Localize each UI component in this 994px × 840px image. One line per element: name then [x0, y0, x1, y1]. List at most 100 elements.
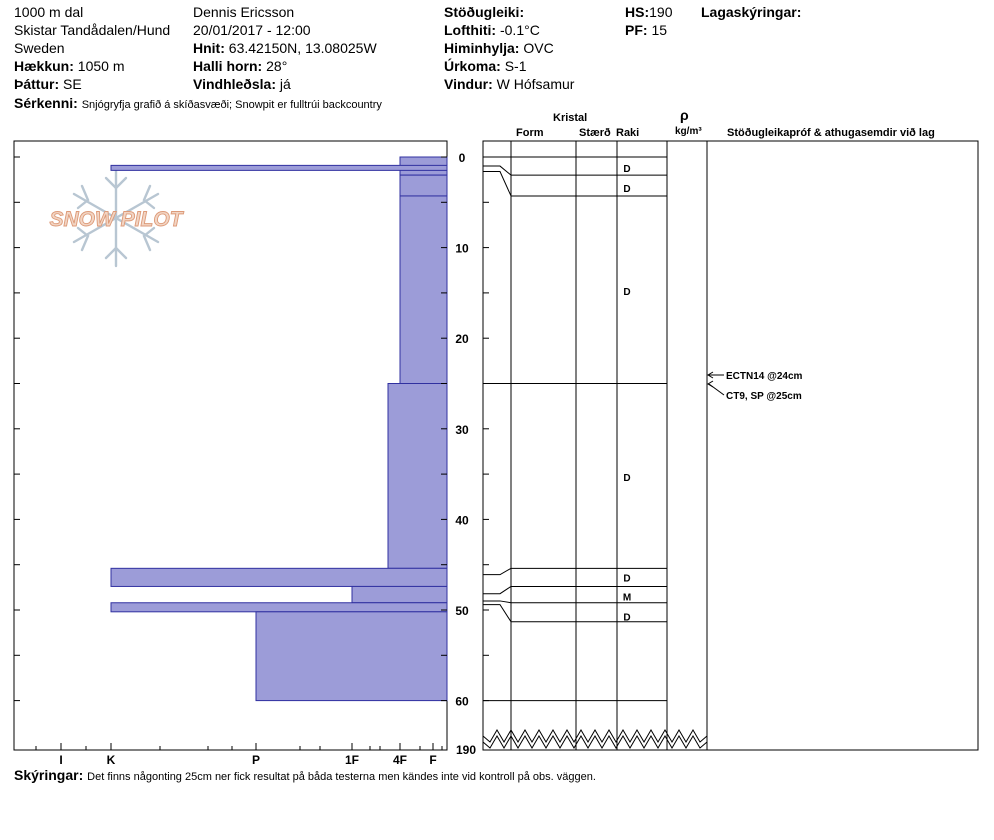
wind-value: W Hófsamur: [496, 76, 575, 92]
depth-break-line: [482, 729, 708, 743]
wind-loading-value: já: [279, 76, 291, 92]
snowpilot-logo: SNOW PILOT: [49, 168, 185, 268]
profile-layer-3: [387, 383, 448, 569]
logo-text: SNOW PILOT: [50, 208, 185, 231]
tests-header: Stöðugleikapróf & athugasemdir við lag: [727, 127, 935, 139]
coords-value: 63.42150N, 13.08025W: [228, 40, 377, 56]
slope-angle: Halli horn: 28°: [193, 58, 287, 74]
moisture-code: D: [623, 164, 630, 175]
depth-label: 20: [455, 332, 469, 346]
elevation: Hækkun: 1050 m: [14, 58, 125, 74]
coordinates: Hnit: 63.42150N, 13.08025W: [193, 40, 377, 56]
layer-connector: [483, 170, 512, 197]
depth-label: 50: [455, 604, 469, 618]
hardness-label: 1F: [345, 753, 359, 767]
footer-text: Det finns någonting 25cm ner fick result…: [87, 771, 596, 783]
hs: HS:190: [625, 4, 672, 20]
pf-value: 15: [651, 22, 668, 38]
aspect-label: Þáttur:: [14, 76, 60, 92]
depth-label: 10: [455, 242, 469, 256]
layer-connector: [483, 600, 512, 604]
left-depth-ticks: [14, 156, 20, 702]
layer-connector: [483, 567, 512, 576]
layer-notes-label: Lagaskýringar:: [701, 4, 802, 20]
stability: Stöðugleiki:: [444, 4, 524, 20]
aspect: Þáttur: SE: [14, 76, 82, 92]
test-arrowhead: [707, 380, 714, 388]
air-temperature: Lofthiti: -0.1°C: [444, 22, 540, 38]
test-label: ECTN14 @24cm: [726, 371, 803, 382]
hardness-label: K: [107, 753, 116, 767]
moisture-code: M: [623, 592, 631, 603]
precipitation: Úrkoma: S-1: [444, 58, 526, 74]
hardness-label: I: [59, 753, 62, 767]
pf: PF: 15: [625, 22, 667, 38]
stability-label: Stöðugleiki:: [444, 4, 525, 20]
wind-loading: Vindhleðsla: já: [193, 76, 291, 92]
profile-layer-4: [110, 567, 448, 587]
hardness-label: 4F: [393, 753, 407, 767]
depth-label: 40: [455, 513, 469, 527]
depth-label: 0: [459, 151, 466, 165]
depth-label: 60: [455, 695, 469, 709]
tests-group: ECTN14 @24cm CT9, SP @25cm: [707, 371, 803, 402]
profile-layer-6: [110, 602, 448, 613]
moisture-header: Raki: [616, 127, 640, 139]
profile-layer-1: [399, 174, 448, 197]
depth-axis: 0 10 20 30 40 50 60 190: [441, 151, 489, 757]
footer-comments: Skýringar: Det finns någonting 25cm ner …: [14, 767, 596, 785]
moisture-code: D: [623, 473, 630, 484]
precip-label: Úrkoma:: [444, 58, 501, 74]
hardness-label: F: [429, 753, 436, 767]
test-arrowhead: [707, 371, 714, 379]
thin-layer-0: [110, 164, 448, 171]
coords-label: Hnit:: [193, 40, 225, 56]
layer-connector: [483, 586, 512, 595]
special-notes: Sérkenni: Snjógryfja grafið á skíðasvæði…: [14, 95, 382, 113]
area-name: Skistar Tandådalen/Hund: [14, 22, 171, 38]
crystal-table: [482, 140, 708, 751]
moisture-code: D: [623, 287, 630, 298]
density-unit-header: kg/m³: [675, 126, 702, 137]
observation-datetime: 20/01/2017 - 12:00: [193, 22, 311, 38]
moisture-code: D: [623, 612, 630, 623]
hs-value: 190: [649, 4, 673, 20]
hardness-label: P: [252, 753, 260, 767]
aspect-value: SE: [63, 76, 82, 92]
hardness-axis: I K P 1F 4F F: [35, 743, 443, 767]
slope-label: Halli horn:: [193, 58, 263, 74]
layer-connector: [483, 165, 512, 176]
pf-label: PF:: [625, 22, 648, 38]
moisture-code: D: [623, 573, 630, 584]
test-label: CT9, SP @25cm: [726, 391, 802, 402]
slope-value: 28°: [266, 58, 288, 74]
location-name: 1000 m dal: [14, 4, 84, 20]
profile-layers: [110, 156, 448, 702]
country-name: Sweden: [14, 40, 65, 56]
crystal-header: Kristal: [553, 112, 588, 124]
size-header: Stærð: [579, 127, 611, 139]
depth-label: 30: [455, 423, 469, 437]
layer-connector: [483, 604, 512, 623]
profile-layer-7: [255, 611, 448, 702]
profile-layer-5: [351, 585, 448, 604]
elevation-value: 1050 m: [77, 58, 125, 74]
elevation-label: Hækkun:: [14, 58, 74, 74]
moisture-code: D: [623, 184, 630, 195]
special-value: Snjógryfja grafið á skíðasvæði; Snowpit …: [81, 99, 382, 111]
hs-label: HS:: [625, 4, 650, 20]
air-temp-value: -0.1°C: [499, 22, 540, 38]
tests-panel: [706, 140, 979, 751]
precip-value: S-1: [504, 58, 527, 74]
sky-label: Himinhylja:: [444, 40, 520, 56]
sky-cover: Himinhylja: OVC: [444, 40, 554, 56]
rho-header: ρ: [680, 107, 689, 123]
sky-value: OVC: [523, 40, 554, 56]
wind: Vindur: W Hófsamur: [444, 76, 574, 92]
form-header: Form: [516, 127, 544, 139]
special-label: Sérkenni:: [14, 95, 78, 111]
wind-loading-label: Vindhleðsla:: [193, 76, 276, 92]
profile-layer-2: [399, 195, 448, 384]
